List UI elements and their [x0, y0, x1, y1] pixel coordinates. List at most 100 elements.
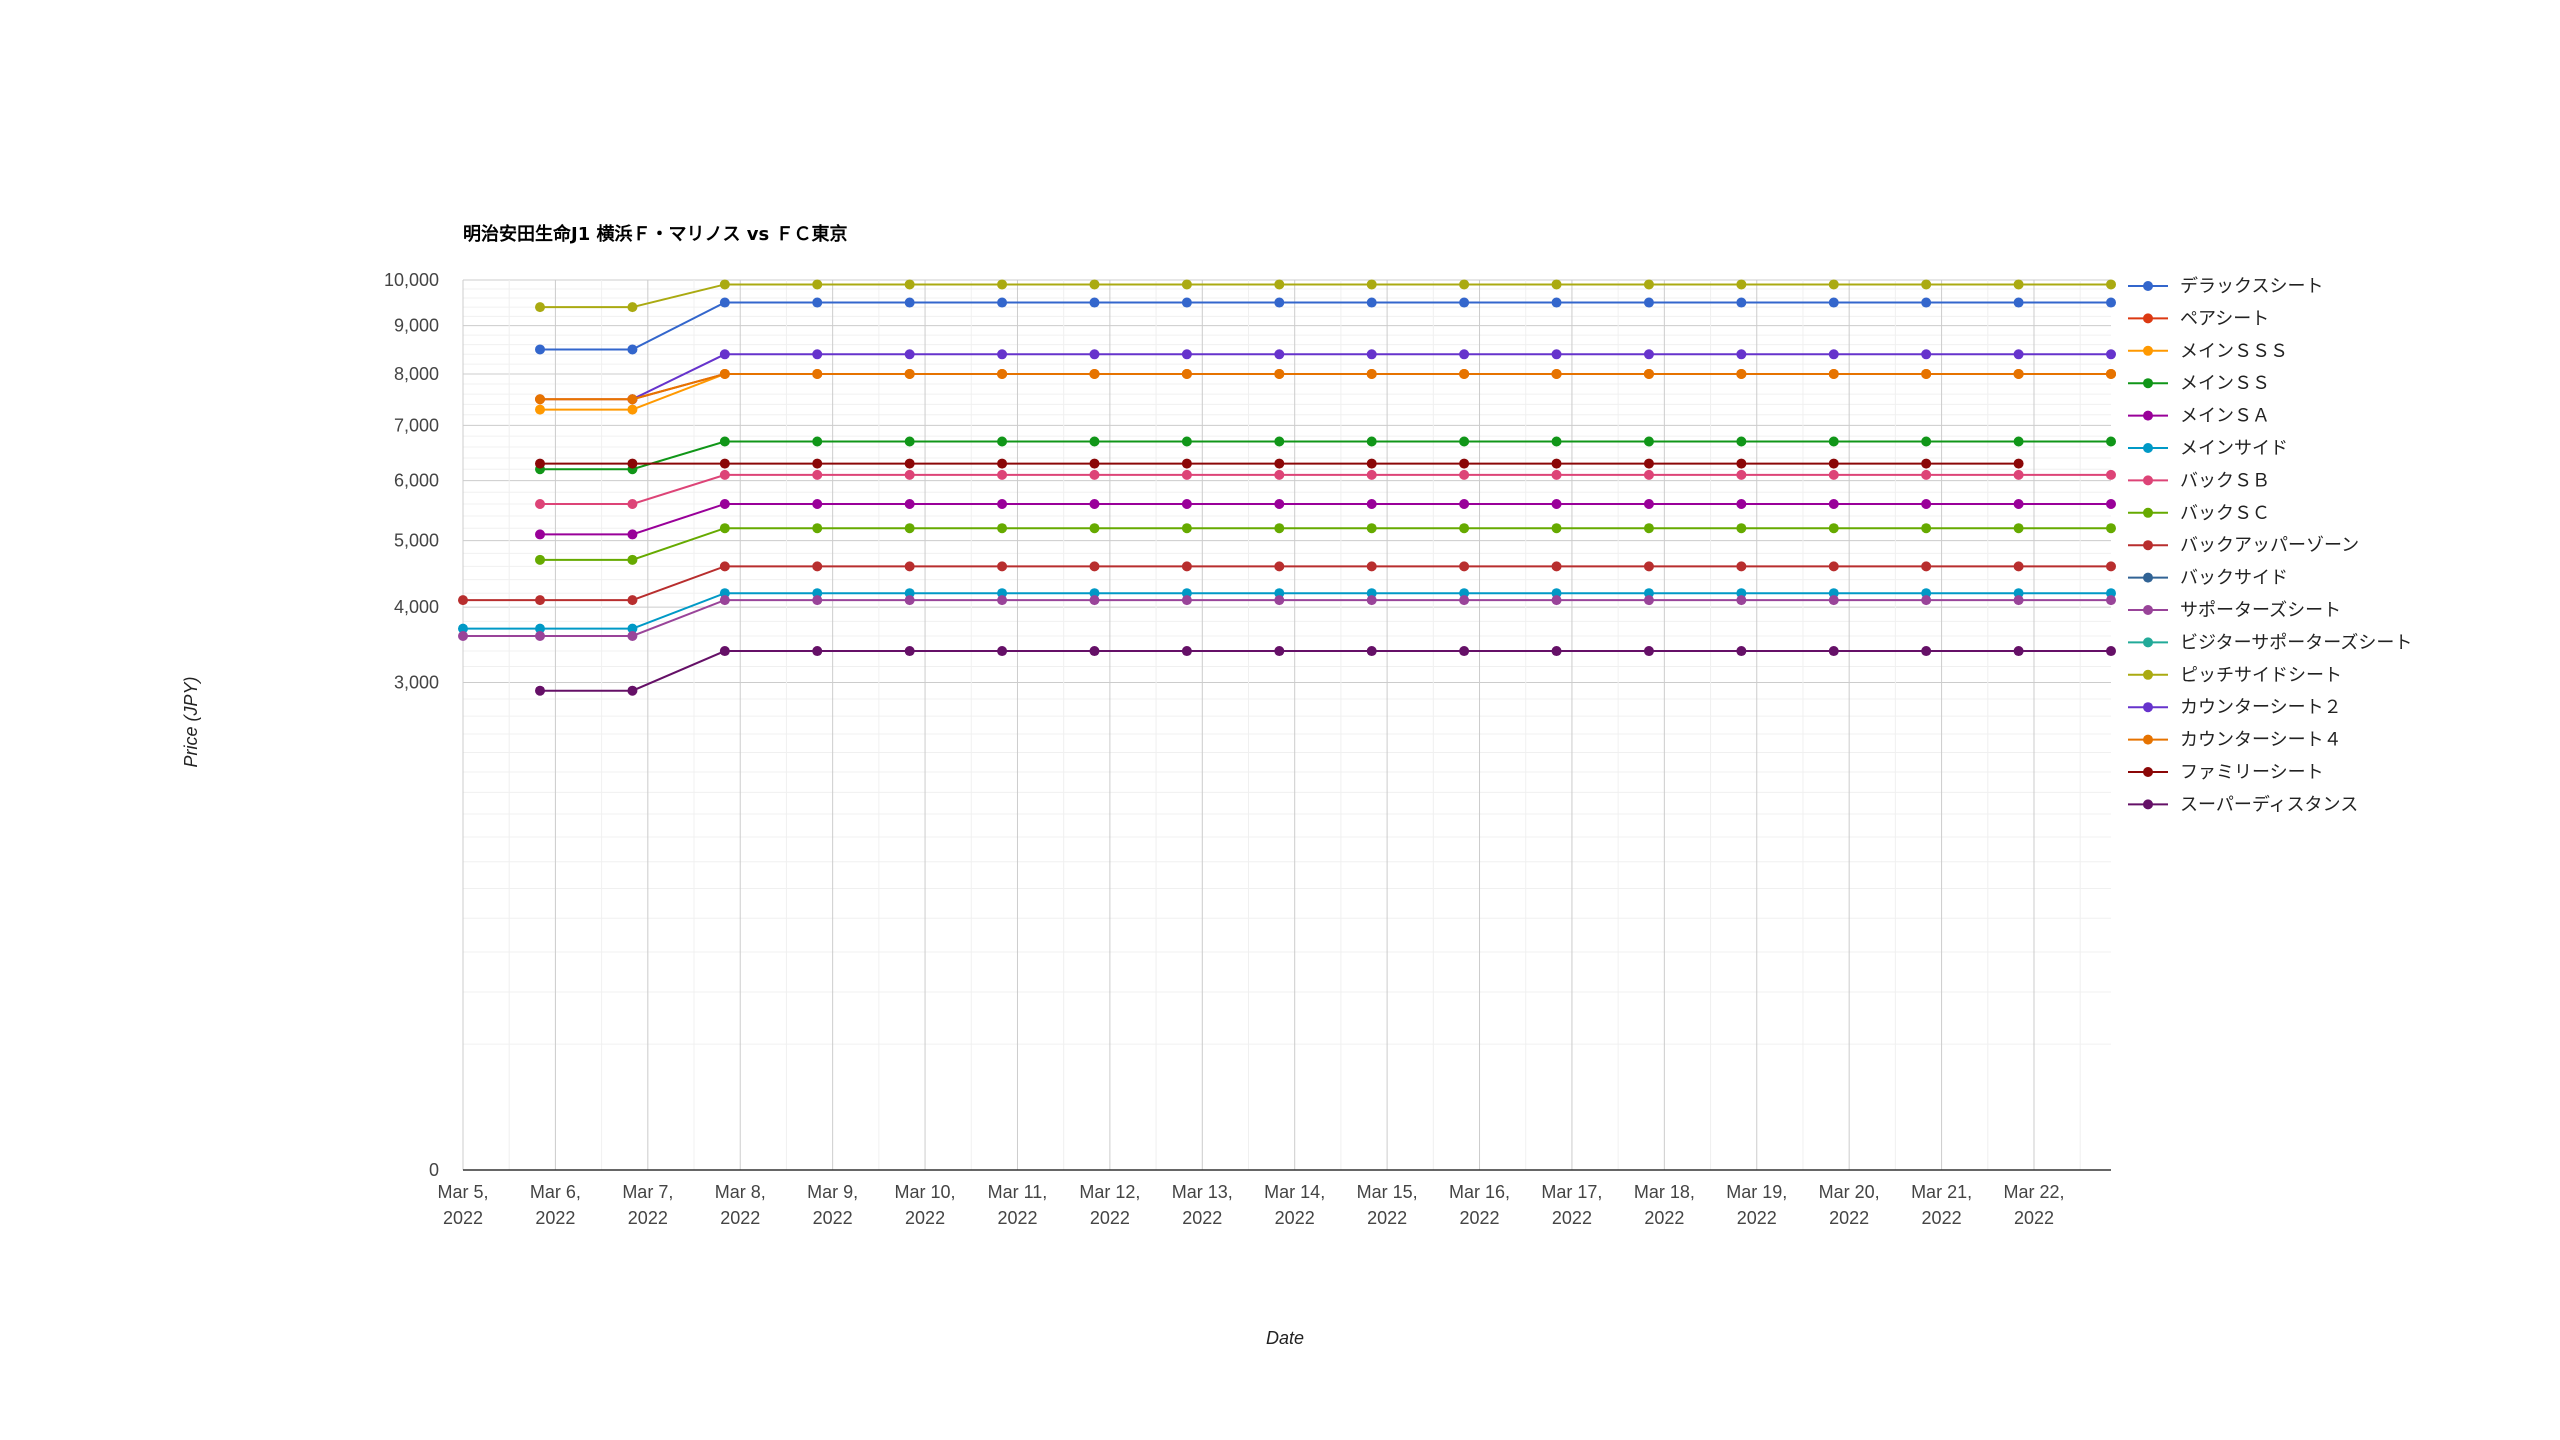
- data-point: [1551, 368, 1562, 379]
- data-point: [627, 631, 638, 641]
- legend-item[interactable]: スーパーディスタンス: [2128, 794, 2358, 815]
- legend-item[interactable]: カウンターシート２: [2128, 697, 2342, 718]
- series-6: [458, 588, 2116, 634]
- data-point: [904, 561, 915, 572]
- legend-swatch-marker: [2143, 378, 2153, 389]
- y-tick-label: 6,000: [394, 471, 439, 491]
- data-point: [1828, 588, 1839, 599]
- series-15: [535, 368, 2116, 405]
- data-point: [2013, 436, 2024, 447]
- data-point: [1089, 436, 1100, 447]
- data-point: [1181, 646, 1192, 657]
- legend-item[interactable]: バックアッパーゾーン: [2128, 535, 2359, 556]
- legend-swatch-marker: [2143, 507, 2153, 518]
- legend-item[interactable]: バックＳＢ: [2128, 470, 2270, 491]
- data-point: [1181, 458, 1192, 469]
- data-point: [1274, 368, 1285, 379]
- data-point: [997, 279, 1008, 290]
- legend-item[interactable]: メインＳＳＳ: [2128, 341, 2288, 362]
- legend-swatch-marker: [2143, 313, 2153, 324]
- data-point: [2106, 523, 2116, 534]
- data-point: [1643, 297, 1654, 308]
- data-point: [997, 458, 1008, 469]
- x-tick-label: Mar 12,: [1079, 1182, 1140, 1202]
- data-point: [2106, 279, 2116, 290]
- series-line: [540, 372, 2111, 401]
- legend-label: バックサイド: [2180, 568, 2288, 589]
- data-point: [1736, 297, 1747, 308]
- data-point: [1366, 349, 1377, 360]
- x-tick-year-label: 2022: [443, 1208, 483, 1228]
- legend-label: バックＳＣ: [2180, 503, 2270, 524]
- data-point: [1366, 561, 1377, 572]
- data-point: [997, 588, 1008, 599]
- data-point: [1643, 469, 1654, 480]
- series-8: [535, 523, 2116, 565]
- data-point: [719, 469, 730, 480]
- legend-item[interactable]: バックＳＣ: [2128, 503, 2270, 524]
- legend-swatch-marker: [2143, 281, 2153, 291]
- series-line: [540, 440, 2111, 471]
- data-point: [1828, 561, 1839, 572]
- data-point: [812, 588, 823, 599]
- data-point: [535, 554, 546, 565]
- data-point: [719, 297, 730, 308]
- legend-item[interactable]: メインサイド: [2128, 438, 2288, 459]
- legend-item[interactable]: ピッチサイドシート: [2128, 665, 2342, 686]
- data-point: [997, 498, 1008, 509]
- series-5: [535, 498, 2116, 540]
- data-point: [1828, 458, 1839, 469]
- data-point: [1828, 469, 1839, 480]
- legend-item[interactable]: ファミリーシート: [2128, 762, 2324, 783]
- legend-item[interactable]: ビジターサポーターズシート: [2128, 632, 2412, 653]
- data-point: [2013, 588, 2024, 599]
- legend-item[interactable]: カウンターシート４: [2128, 730, 2342, 751]
- legend-swatch-marker: [2143, 799, 2153, 810]
- data-point: [1274, 279, 1285, 290]
- legend-label: デラックスシート: [2180, 276, 2323, 297]
- data-point: [1921, 523, 1932, 534]
- data-point: [1459, 469, 1470, 480]
- data-point: [1551, 297, 1562, 308]
- legend-item[interactable]: バックサイド: [2128, 568, 2288, 589]
- data-point: [904, 297, 915, 308]
- data-point: [904, 595, 915, 606]
- data-point: [1921, 469, 1932, 480]
- data-point: [1828, 368, 1839, 379]
- x-tick-label: Mar 11,: [988, 1182, 1048, 1202]
- legend-item[interactable]: サポーターズシート: [2128, 600, 2341, 621]
- data-point: [1089, 469, 1100, 480]
- data-point: [719, 279, 730, 290]
- legend-item[interactable]: メインＳＡ: [2128, 406, 2270, 427]
- legend-swatch-marker: [2143, 669, 2153, 680]
- data-point: [1366, 297, 1377, 308]
- legend-item[interactable]: ペアシート: [2128, 308, 2269, 329]
- data-point: [1643, 279, 1654, 290]
- data-point: [535, 394, 546, 405]
- data-point: [1366, 595, 1377, 606]
- x-tick-label: Mar 16,: [1449, 1182, 1510, 1202]
- x-tick-year-label: 2022: [1275, 1208, 1315, 1228]
- data-point: [904, 458, 915, 469]
- data-point: [1921, 297, 1932, 308]
- data-point: [812, 595, 823, 606]
- data-point: [2106, 561, 2116, 572]
- data-point: [1274, 561, 1285, 572]
- x-tick-year-label: 2022: [1829, 1208, 1869, 1228]
- legend-label: カウンターシート４: [2180, 730, 2342, 751]
- x-tick-label: Mar 19,: [1726, 1182, 1787, 1202]
- legend-item[interactable]: デラックスシート: [2128, 276, 2323, 297]
- data-point: [1459, 436, 1470, 447]
- series-16: [535, 458, 2024, 469]
- data-point: [1459, 561, 1470, 572]
- data-point: [1643, 523, 1654, 534]
- data-point: [2106, 349, 2116, 360]
- data-point: [1643, 458, 1654, 469]
- x-tick-label: Mar 7,: [622, 1182, 673, 1202]
- data-point: [997, 561, 1008, 572]
- data-point: [627, 404, 638, 415]
- data-point: [1459, 595, 1470, 606]
- y-tick-label: 0: [429, 1160, 439, 1180]
- data-point: [535, 302, 546, 313]
- legend-item[interactable]: メインＳＳ: [2128, 373, 2270, 394]
